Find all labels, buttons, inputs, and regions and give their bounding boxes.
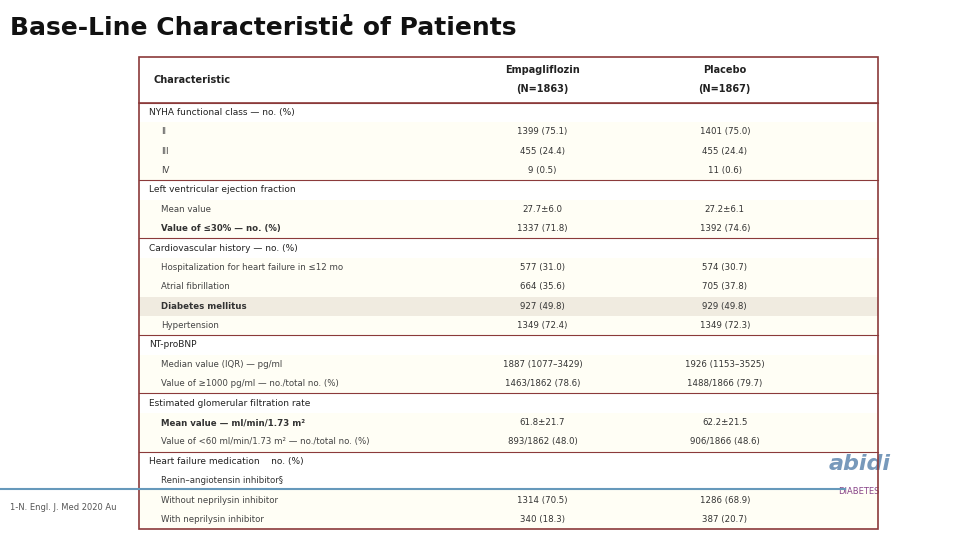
Text: Base-Line Characteristic of Patients: Base-Line Characteristic of Patients [10, 16, 516, 40]
Text: 1887 (1077–3429): 1887 (1077–3429) [503, 360, 582, 369]
Text: 929 (49.8): 929 (49.8) [703, 302, 747, 310]
Bar [139, 277, 878, 296]
Text: (N=1863): (N=1863) [516, 84, 568, 94]
Text: 1: 1 [342, 14, 352, 29]
Text: 664 (35.6): 664 (35.6) [520, 282, 564, 291]
Bar [139, 57, 878, 529]
Text: 893/1862 (48.0): 893/1862 (48.0) [508, 437, 577, 447]
Text: Hypertension: Hypertension [161, 321, 219, 330]
Text: III: III [161, 146, 169, 156]
Text: Diabetes mellitus: Diabetes mellitus [161, 302, 247, 310]
Text: Placebo: Placebo [703, 65, 747, 75]
Bar [139, 258, 878, 277]
Text: Mean value: Mean value [161, 205, 211, 214]
Bar [139, 180, 878, 200]
Text: 9 (0.5): 9 (0.5) [528, 166, 557, 175]
Text: 27.2±6.1: 27.2±6.1 [705, 205, 745, 214]
Text: Estimated glomerular filtration rate: Estimated glomerular filtration rate [149, 399, 310, 408]
Text: 1314 (70.5): 1314 (70.5) [517, 496, 567, 504]
Bar [139, 413, 878, 432]
Text: 340 (18.3): 340 (18.3) [520, 515, 564, 524]
Text: Value of ≤30% — no. (%): Value of ≤30% — no. (%) [161, 224, 281, 233]
Bar [139, 57, 878, 529]
Text: abidi: abidi [828, 454, 890, 475]
Text: 1463/1862 (78.6): 1463/1862 (78.6) [505, 379, 580, 388]
Text: Characteristic: Characteristic [154, 75, 230, 85]
Text: 62.2±21.5: 62.2±21.5 [702, 418, 748, 427]
Text: 1399 (75.1): 1399 (75.1) [517, 127, 567, 136]
Bar [139, 161, 878, 180]
Text: 27.7±6.0: 27.7±6.0 [522, 205, 563, 214]
Bar [139, 432, 878, 451]
Bar [139, 335, 878, 355]
Text: Cardiovascular history — no. (%): Cardiovascular history — no. (%) [149, 244, 298, 253]
Text: Atrial fibrillation: Atrial fibrillation [161, 282, 230, 291]
Bar [139, 103, 878, 122]
Text: II: II [161, 127, 166, 136]
Text: Value of <60 ml/min/1.73 m² — no./total no. (%): Value of <60 ml/min/1.73 m² — no./total … [161, 437, 370, 447]
Bar [139, 57, 878, 103]
Text: 11 (0.6): 11 (0.6) [708, 166, 742, 175]
Text: 1926 (1153–3525): 1926 (1153–3525) [685, 360, 764, 369]
Text: 574 (30.7): 574 (30.7) [703, 263, 747, 272]
Text: Without neprilysin inhibitor: Without neprilysin inhibitor [161, 496, 278, 504]
Text: Value of ≥1000 pg/ml — no./total no. (%): Value of ≥1000 pg/ml — no./total no. (%) [161, 379, 339, 388]
Text: (N=1867): (N=1867) [699, 84, 751, 94]
Text: 1349 (72.3): 1349 (72.3) [700, 321, 750, 330]
Text: Median value (IQR) — pg/ml: Median value (IQR) — pg/ml [161, 360, 282, 369]
Text: With neprilysin inhibitor: With neprilysin inhibitor [161, 515, 264, 524]
Bar [139, 471, 878, 490]
Bar [139, 316, 878, 335]
Text: NT-proBNP: NT-proBNP [149, 341, 196, 349]
Bar [139, 355, 878, 374]
Bar [139, 374, 878, 394]
Bar [139, 122, 878, 141]
Text: 1392 (74.6): 1392 (74.6) [700, 224, 750, 233]
Text: 927 (49.8): 927 (49.8) [520, 302, 564, 310]
Text: 1349 (72.4): 1349 (72.4) [517, 321, 567, 330]
Text: Hospitalization for heart failure in ≤12 mo: Hospitalization for heart failure in ≤12… [161, 263, 344, 272]
Text: 61.8±21.7: 61.8±21.7 [519, 418, 565, 427]
Text: 705 (37.8): 705 (37.8) [703, 282, 747, 291]
Text: 1286 (68.9): 1286 (68.9) [700, 496, 750, 504]
Text: 1337 (71.8): 1337 (71.8) [517, 224, 567, 233]
Bar [139, 238, 878, 258]
Text: DIABETES: DIABETES [838, 487, 880, 496]
Text: 577 (31.0): 577 (31.0) [520, 263, 564, 272]
Text: 1488/1866 (79.7): 1488/1866 (79.7) [687, 379, 762, 388]
Text: 1-N. Engl. J. Med 2020 Au: 1-N. Engl. J. Med 2020 Au [10, 503, 116, 512]
Bar [139, 141, 878, 161]
Text: 387 (20.7): 387 (20.7) [703, 515, 747, 524]
Bar [139, 394, 878, 413]
Text: 906/1866 (48.6): 906/1866 (48.6) [690, 437, 759, 447]
Text: Empagliflozin: Empagliflozin [505, 65, 580, 75]
Text: Renin–angiotensin inhibitor§: Renin–angiotensin inhibitor§ [161, 476, 283, 485]
Text: Mean value — ml/min/1.73 m²: Mean value — ml/min/1.73 m² [161, 418, 305, 427]
Text: Left ventricular ejection fraction: Left ventricular ejection fraction [149, 185, 296, 194]
Text: IV: IV [161, 166, 170, 175]
Text: 455 (24.4): 455 (24.4) [520, 146, 564, 156]
Text: 455 (24.4): 455 (24.4) [703, 146, 747, 156]
Text: Heart failure medication    no. (%): Heart failure medication no. (%) [149, 457, 303, 466]
Bar [139, 296, 878, 316]
Bar [139, 490, 878, 510]
Bar [139, 510, 878, 529]
Bar [139, 219, 878, 238]
Text: NYHA functional class — no. (%): NYHA functional class — no. (%) [149, 108, 295, 117]
Text: 1401 (75.0): 1401 (75.0) [700, 127, 750, 136]
Bar [139, 200, 878, 219]
Bar [139, 451, 878, 471]
